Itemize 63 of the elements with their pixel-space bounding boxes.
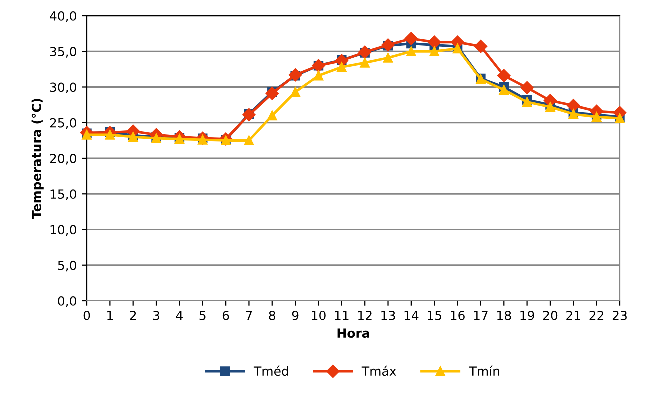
point bbox=[383, 53, 394, 63]
point bbox=[428, 36, 442, 49]
y-tick-label: 35,0 bbox=[50, 47, 76, 58]
point bbox=[406, 46, 416, 56]
point bbox=[474, 40, 488, 54]
y-tick-label: 40,0 bbox=[50, 11, 76, 22]
x-tick-label: 19 bbox=[520, 310, 534, 320]
point bbox=[498, 69, 511, 82]
x-tick-label: 13 bbox=[382, 310, 396, 320]
legend-label: Tméd bbox=[254, 366, 288, 376]
x-tick-label: 15 bbox=[428, 311, 442, 320]
point bbox=[567, 99, 580, 112]
point bbox=[382, 38, 395, 52]
x-tick-label: 23 bbox=[612, 310, 627, 320]
point bbox=[288, 68, 302, 82]
x-tick-label: 4 bbox=[176, 311, 183, 320]
point bbox=[242, 108, 256, 122]
x-tick-label: 14 bbox=[404, 311, 419, 320]
y-tick-label: 10,0 bbox=[50, 225, 76, 236]
x-tick-label: 20 bbox=[543, 310, 558, 320]
x-tick-label: 2 bbox=[130, 310, 136, 320]
y-tick-label: 25,0 bbox=[50, 118, 76, 130]
y-tick-label: 20,0 bbox=[50, 154, 76, 165]
x-tick-label: 3 bbox=[154, 310, 160, 320]
point bbox=[358, 46, 372, 59]
x-tick-label: 1 bbox=[108, 311, 113, 320]
point bbox=[337, 62, 347, 72]
point bbox=[430, 46, 440, 56]
x-tick-label: 16 bbox=[451, 310, 465, 320]
y-tick-label: 0,0 bbox=[58, 296, 76, 308]
x-tick-label: 11 bbox=[335, 311, 349, 320]
point bbox=[290, 87, 300, 98]
x-axis-title: Hora bbox=[338, 328, 370, 338]
x-tick-label: 18 bbox=[498, 310, 512, 320]
point bbox=[268, 110, 278, 121]
x-tick-label: 6 bbox=[222, 310, 230, 320]
x-tick-label: 10 bbox=[312, 310, 326, 320]
x-tick-label: 0 bbox=[84, 310, 90, 320]
point bbox=[546, 102, 556, 112]
point bbox=[244, 136, 254, 146]
x-tick-label: 22 bbox=[590, 310, 604, 320]
x-tick-label: 5 bbox=[200, 311, 206, 320]
y-axis-title: Temperatura (°C) bbox=[32, 99, 44, 219]
point bbox=[314, 70, 324, 81]
point bbox=[404, 32, 418, 46]
point bbox=[592, 112, 602, 122]
x-tick-label: 12 bbox=[358, 310, 372, 320]
point bbox=[452, 44, 463, 54]
y-tick-label: 30,0 bbox=[50, 82, 76, 94]
x-tick-label: 9 bbox=[292, 310, 299, 320]
x-tick-label: 7 bbox=[246, 311, 252, 320]
point bbox=[522, 97, 532, 108]
x-tick-label: 17 bbox=[474, 311, 488, 320]
point bbox=[520, 81, 534, 95]
point bbox=[360, 58, 370, 68]
x-tick-label: 8 bbox=[269, 310, 276, 320]
y-tick-label: 5,0 bbox=[58, 260, 76, 272]
legend-label: Tmáx bbox=[362, 366, 396, 376]
y-tick-label: 15,0 bbox=[50, 190, 76, 200]
point bbox=[499, 85, 509, 95]
legend-label: Tmín bbox=[469, 366, 500, 376]
x-tick-label: 21 bbox=[566, 310, 580, 320]
point bbox=[266, 87, 279, 100]
